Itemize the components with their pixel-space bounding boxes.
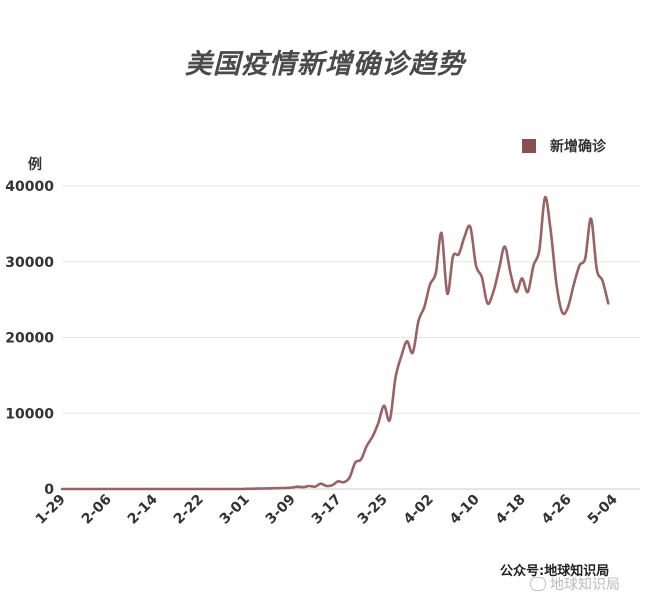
- x-tick-label: 3-25: [355, 492, 391, 528]
- y-tick-label: 20000: [5, 331, 54, 347]
- watermark-label: 地球知识局: [550, 577, 620, 593]
- legend: 新增确诊: [522, 136, 606, 156]
- x-tick-label: 3-09: [263, 492, 299, 528]
- watermark: 地球知识局: [530, 574, 620, 594]
- y-tick-label: 30000: [5, 255, 54, 271]
- x-tick-label: 4-02: [401, 492, 437, 528]
- source-credit: 公众号:地球知识局: [500, 564, 610, 579]
- x-tick-label: 3-01: [217, 492, 253, 528]
- legend-label: 新增确诊: [550, 139, 606, 155]
- series-line-0: [60, 196, 610, 491]
- x-tick-label: 5-04: [585, 491, 621, 527]
- x-tick-label: 2-22: [171, 492, 207, 528]
- x-tick-label: 4-10: [447, 491, 483, 527]
- x-tick-label: 4-18: [493, 492, 529, 528]
- y-tick-label: 10000: [5, 406, 54, 422]
- x-tick-label: 1-29: [33, 492, 69, 528]
- x-tick-label: 4-26: [539, 492, 575, 528]
- wechat-icon: [530, 577, 546, 591]
- y-axis-unit: 例: [28, 157, 42, 173]
- y-tick-label: 0: [44, 482, 54, 498]
- y-tick-label: 40000: [5, 179, 54, 195]
- legend-swatch: [522, 139, 536, 153]
- x-tick-label: 3-17: [309, 492, 345, 528]
- chart-title: 美国疫情新增确诊趋势: [185, 49, 465, 80]
- x-tick-label: 2-06: [79, 492, 115, 528]
- x-tick-label: 2-14: [125, 491, 161, 527]
